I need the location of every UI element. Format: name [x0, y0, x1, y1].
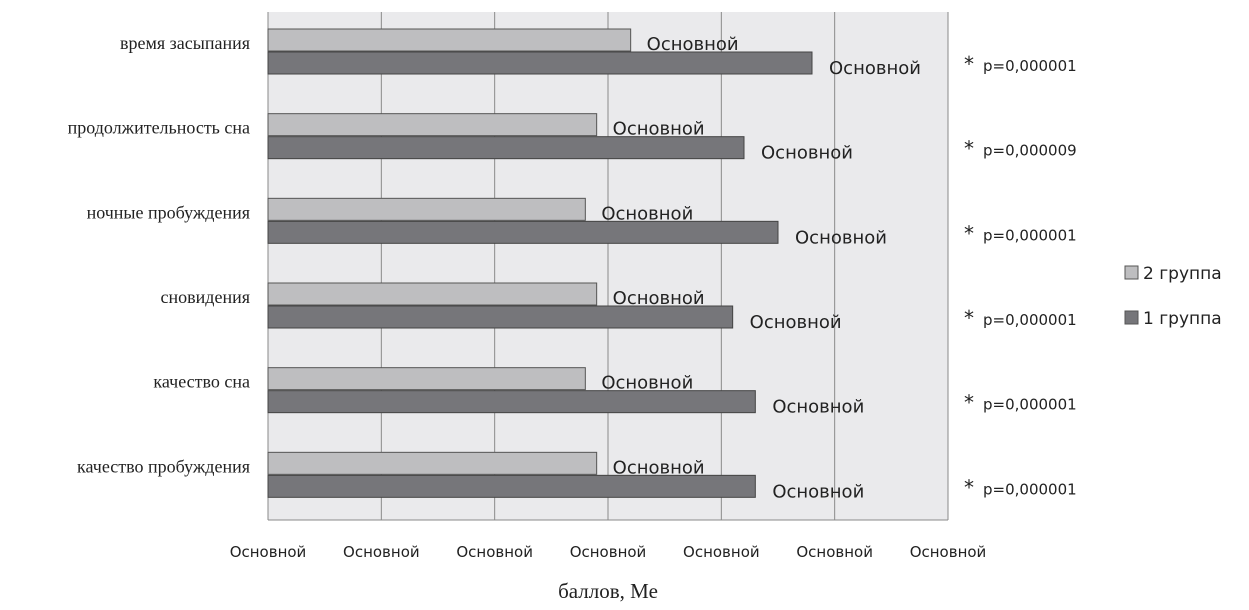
bar-group2 [267, 197, 586, 221]
bar-group2 [267, 367, 586, 391]
bar-group1 [267, 51, 813, 75]
bar-label-group2: Основной [613, 119, 705, 140]
significance-star: * [964, 52, 974, 76]
bar-label-group1: Основной [829, 58, 921, 79]
bar-label-group2: Основной [601, 373, 693, 394]
p-value-label: p=0,000001 [983, 57, 1077, 75]
p-value-label: p=0,000009 [983, 142, 1077, 160]
bar-label-group2: Основной [601, 203, 693, 224]
bar-label-group2: Основной [647, 34, 739, 55]
legend-swatch [1124, 310, 1139, 325]
category-label: продолжительность сна [68, 118, 250, 138]
bar-group2 [267, 28, 632, 52]
category-label: время засыпания [120, 33, 250, 53]
x-tick-label: Основной [796, 543, 873, 561]
bar-group2 [267, 113, 598, 137]
category-label: качество пробуждения [77, 456, 250, 476]
significance-star: * [964, 391, 974, 415]
category-label: качество сна [153, 372, 250, 392]
category-labels: время засыпания продолжительность сна ночн… [68, 33, 250, 476]
significance-star: * [964, 306, 974, 330]
bar-group1 [267, 136, 745, 160]
bar-group1 [267, 474, 756, 498]
significance-star: * [964, 475, 974, 499]
legend-swatch [1124, 265, 1139, 280]
p-value-label: p=0,000001 [983, 311, 1077, 329]
x-tick-label: Основной [570, 543, 647, 561]
x-tick-label: Основной [456, 543, 533, 561]
legend-label: 1 группа [1143, 309, 1222, 329]
significance-star: * [964, 137, 974, 161]
category-label: ночные пробуждения [87, 202, 250, 222]
bar-label-group1: Основной [772, 397, 864, 418]
legend: 2 группа 1 группа [1124, 264, 1222, 329]
significance-star: * [964, 221, 974, 245]
bars: Основной Основной Основной Основной Основной… [267, 28, 921, 502]
x-tick-label: Основной [910, 543, 987, 561]
bar-label-group1: Основной [761, 143, 853, 164]
p-value-annotations: * p=0,000001 * p=0,000009 * p=0,000001 * p=0,00… [964, 52, 1077, 499]
x-tick-labels: Основной Основной Основной Основной Основной… [230, 543, 987, 561]
bar-label-group1: Основной [750, 312, 842, 333]
x-tick-label: Основной [230, 543, 307, 561]
legend-label: 2 группа [1143, 264, 1222, 284]
bar-group1 [267, 220, 779, 244]
p-value-label: p=0,000001 [983, 396, 1077, 414]
bar-label-group2: Основной [613, 288, 705, 309]
bar-group2 [267, 282, 598, 306]
bar-group2 [267, 451, 598, 475]
x-axis-title: баллов, Ме [558, 579, 658, 603]
bar-label-group2: Основной [613, 457, 705, 478]
x-tick-label: Основной [683, 543, 760, 561]
p-value-label: p=0,000001 [983, 480, 1077, 498]
p-value-label: p=0,000001 [983, 226, 1077, 244]
x-tick-label: Основной [343, 543, 420, 561]
bar-group1 [267, 305, 734, 329]
gridlines [267, 12, 949, 521]
bar-label-group1: Основной [795, 227, 887, 248]
bar-label-group1: Основной [772, 481, 864, 502]
category-label: сновидения [161, 287, 250, 307]
bar-group1 [267, 390, 756, 414]
